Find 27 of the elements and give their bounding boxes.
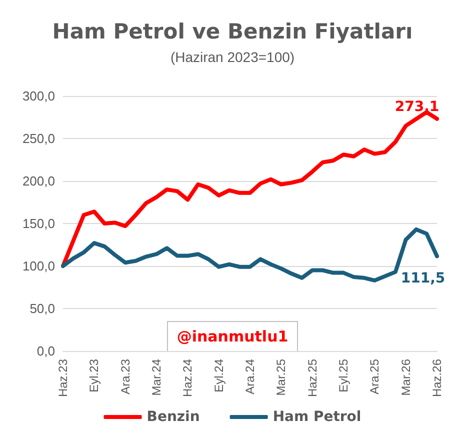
y-tick-label: 300,0 <box>22 88 55 104</box>
data-label: 111,5 <box>400 270 446 286</box>
x-tick-label: Haz.25 <box>305 358 320 398</box>
x-tick-label: Eyl.23 <box>87 358 102 392</box>
data-label: 273,1 <box>394 98 440 115</box>
x-tick-label: Ara.24 <box>243 358 257 394</box>
y-tick-label: 0,0 <box>36 344 55 358</box>
x-tick-label: Ara.23 <box>118 358 132 394</box>
annotation: @inanmutlu1 <box>176 328 288 346</box>
y-tick-label: 100,0 <box>22 258 55 274</box>
x-tick-label: Haz.26 <box>430 358 444 398</box>
x-tick-label: Mar.24 <box>150 358 164 396</box>
y-tick-label: 150,0 <box>22 216 55 231</box>
y-tick-label: 50,0 <box>30 301 55 316</box>
x-tick-label: Ara.25 <box>368 358 382 394</box>
x-tick-label: Mar.26 <box>398 358 413 396</box>
x-tick-label: Mar.25 <box>274 358 288 396</box>
chart-subtitle: (Haziran 2023=100) <box>170 49 295 65</box>
y-tick-label: 200,0 <box>22 174 55 188</box>
chart-title: Ham Petrol ve Benzin Fiyatları <box>52 20 413 44</box>
x-tick-label: Haz.23 <box>56 358 70 398</box>
x-tick-label: Eyl.24 <box>212 358 226 392</box>
legend-label: Ham Petrol <box>272 409 362 425</box>
y-tick-label: 250,0 <box>22 131 55 146</box>
x-tick-label: Eyl.25 <box>336 358 350 392</box>
x-tick-label: Haz.24 <box>180 358 195 398</box>
legend-label: Benzin <box>146 409 200 425</box>
